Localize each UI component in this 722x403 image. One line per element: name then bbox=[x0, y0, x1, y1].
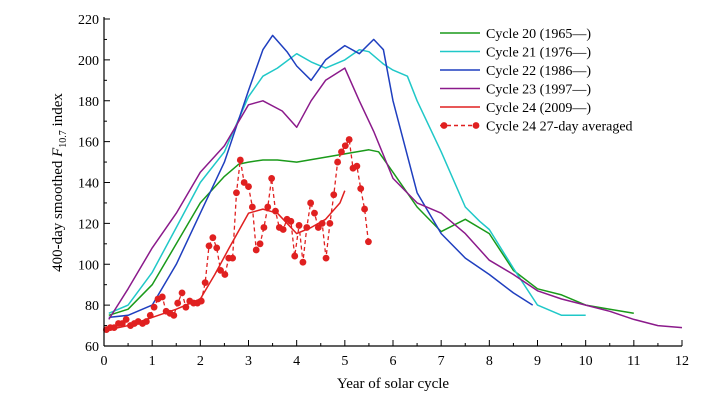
series-marker bbox=[326, 219, 334, 227]
y-tick-label: 60 bbox=[85, 340, 99, 355]
series-marker bbox=[252, 246, 260, 254]
x-tick-label: 9 bbox=[534, 354, 541, 369]
series-line-3 bbox=[108, 34, 534, 319]
x-tick-label: 5 bbox=[341, 354, 348, 369]
legend-label-1: Cycle 20 (1965—) bbox=[486, 27, 591, 42]
series-line-1 bbox=[108, 149, 634, 317]
series-marker bbox=[217, 266, 224, 274]
y-axis-title-suffix: index bbox=[50, 93, 66, 131]
x-tick-label: 8 bbox=[486, 354, 493, 369]
series-marker bbox=[182, 303, 190, 311]
y-axis-title-prefix: 400-day smoothed bbox=[50, 157, 66, 272]
series-marker bbox=[201, 279, 209, 287]
series-marker bbox=[361, 205, 368, 213]
y-tick-label: 140 bbox=[78, 177, 99, 192]
series-marker bbox=[330, 191, 338, 199]
x-tick-label: 1 bbox=[149, 354, 156, 369]
series-marker bbox=[287, 217, 295, 225]
x-tick-label: 0 bbox=[101, 354, 108, 369]
legend-label-2: Cycle 21 (1976—) bbox=[486, 46, 591, 61]
series-marker bbox=[291, 252, 299, 260]
series-marker bbox=[295, 222, 303, 229]
y-axis-title-var: F bbox=[50, 147, 66, 158]
legend-marker bbox=[440, 122, 448, 129]
x-axis-title: Year of solar cycle bbox=[337, 376, 450, 392]
markers bbox=[103, 136, 372, 334]
series-marker bbox=[209, 234, 217, 242]
y-axis-title-sub: 10.7 bbox=[58, 130, 69, 148]
x-tick-label: 4 bbox=[293, 354, 300, 369]
series-marker bbox=[279, 226, 287, 233]
series-marker bbox=[213, 244, 221, 252]
series-marker bbox=[221, 271, 229, 278]
x-tick-label: 10 bbox=[579, 354, 593, 369]
series-marker bbox=[233, 189, 240, 197]
series-marker bbox=[357, 185, 365, 193]
x-tick-label: 11 bbox=[627, 354, 640, 369]
legend-label-5: Cycle 24 (2009—) bbox=[486, 101, 591, 116]
series-line-2 bbox=[108, 48, 586, 317]
series-marker bbox=[338, 148, 345, 156]
series-marker bbox=[345, 136, 353, 143]
x-tick-label: 12 bbox=[675, 354, 689, 369]
series-marker bbox=[197, 297, 205, 305]
series-marker bbox=[240, 179, 248, 186]
series-marker bbox=[303, 224, 311, 231]
series-marker bbox=[245, 183, 252, 190]
x-tick-label: 3 bbox=[245, 354, 252, 369]
legend-label-4: Cycle 23 (1997—) bbox=[486, 83, 591, 98]
series-marker bbox=[229, 254, 237, 262]
series-marker bbox=[174, 299, 182, 307]
legend-marker bbox=[472, 122, 480, 129]
y-tick-label: 100 bbox=[78, 258, 99, 273]
y-tick-label: 80 bbox=[85, 299, 99, 314]
series-marker bbox=[318, 219, 326, 227]
series-marker bbox=[272, 207, 279, 215]
legend-label-6: Cycle 24 27-day averaged bbox=[486, 120, 633, 135]
series-marker bbox=[178, 289, 186, 297]
series-marker bbox=[307, 199, 315, 207]
series-marker bbox=[146, 311, 154, 319]
y-tick-label: 120 bbox=[78, 217, 99, 232]
ticks: 0 1 2 3 4 5 6 7 8 9 10 11 12608010012014016018020022… bbox=[78, 13, 689, 369]
series-marker bbox=[256, 240, 264, 248]
series-marker bbox=[334, 158, 342, 166]
y-axis-title: 400-day smoothed F10.7 index bbox=[50, 93, 69, 272]
axes bbox=[103, 17, 682, 347]
series-marker bbox=[353, 162, 361, 170]
series-marker bbox=[299, 258, 307, 266]
x-tick-label: 6 bbox=[390, 354, 397, 369]
series-marker bbox=[205, 242, 213, 250]
plot-lines bbox=[106, 34, 683, 331]
series-marker bbox=[248, 203, 256, 211]
series-marker bbox=[311, 209, 318, 217]
series-marker bbox=[142, 318, 150, 325]
series-line-4 bbox=[108, 67, 683, 329]
series-marker bbox=[260, 224, 268, 231]
legend-label-3: Cycle 22 (1986—) bbox=[486, 64, 591, 79]
x-tick-label: 7 bbox=[438, 354, 445, 369]
series-marker bbox=[341, 142, 349, 150]
x-tick-label: 2 bbox=[197, 354, 204, 369]
series-marker bbox=[170, 311, 178, 319]
series-marker bbox=[365, 238, 372, 246]
series-marker bbox=[268, 175, 276, 182]
series-marker bbox=[264, 203, 272, 211]
series-marker bbox=[110, 324, 118, 332]
series-marker bbox=[322, 254, 330, 262]
series-marker bbox=[150, 303, 158, 311]
y-tick-label: 180 bbox=[78, 95, 99, 110]
series-marker bbox=[122, 316, 130, 323]
y-tick-label: 220 bbox=[78, 13, 99, 28]
series-marker bbox=[236, 156, 244, 164]
legend: Cycle 20 (1965—) Cycle 21 (1976—) Cycle 22… bbox=[440, 27, 633, 135]
y-tick-label: 200 bbox=[78, 54, 99, 69]
series-marker bbox=[158, 293, 166, 301]
y-tick-label: 160 bbox=[78, 136, 99, 151]
